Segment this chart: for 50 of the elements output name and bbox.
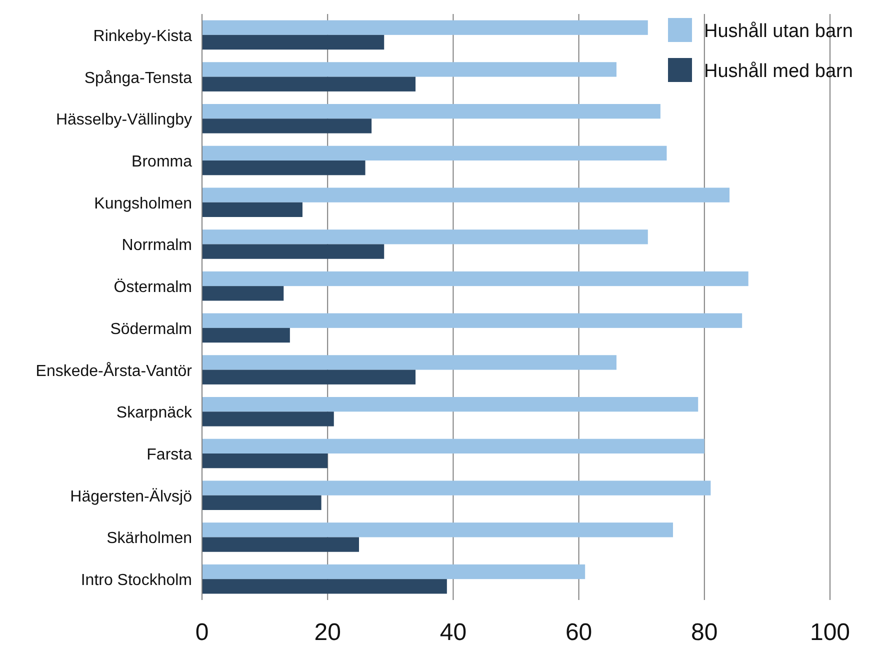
y-tick-label: Skärholmen: [106, 530, 192, 548]
bar: [202, 76, 416, 92]
y-tick-label: Skarpnäck: [116, 404, 193, 422]
bar: [202, 537, 359, 552]
legend-label: Hushåll utan barn: [704, 21, 853, 42]
x-tick-label: 100: [810, 619, 850, 646]
y-tick-label: Spånga-Tensta: [84, 70, 192, 87]
x-tick-label: 20: [314, 619, 341, 646]
y-tick-label: Bromma: [132, 154, 192, 170]
bar: [202, 34, 384, 50]
bar: [202, 396, 698, 412]
bar: [202, 146, 667, 160]
bar: [202, 104, 660, 119]
bar: [202, 244, 384, 259]
bar: [202, 230, 648, 244]
y-tick-label: Farsta: [146, 446, 192, 464]
bar: [202, 495, 322, 510]
bar: [202, 328, 290, 343]
x-tick-label: 40: [440, 619, 467, 646]
bar: [202, 579, 447, 594]
bar: [202, 313, 742, 328]
bar: [202, 564, 586, 580]
x-tick-label: 0: [195, 619, 209, 646]
bar: [202, 62, 616, 77]
bar: [202, 202, 302, 218]
legend-label: Hushåll med barn: [704, 61, 853, 82]
y-tick-label: Östermalm: [114, 278, 192, 296]
bar: [202, 412, 334, 426]
bar: [202, 355, 616, 370]
y-tick-label: Kungsholmen: [94, 195, 192, 212]
bar: [202, 480, 711, 496]
bar: [202, 271, 748, 286]
y-tick-label: Rinkeby-Kista: [93, 28, 192, 45]
bar: [202, 188, 730, 202]
y-tick-label: Södermalm: [110, 320, 192, 338]
y-tick-label: Intro Stockholm: [80, 572, 192, 590]
x-tick-label: 60: [565, 619, 592, 646]
y-tick-label: Norrmalm: [122, 237, 192, 254]
y-tick-label: Hägersten-Älvsjö: [70, 487, 192, 506]
bar: [202, 438, 704, 454]
bar: [202, 454, 328, 468]
y-tick-label: Enskede-Årsta-Vantör: [36, 362, 193, 380]
bar: [202, 118, 372, 134]
y-tick-label: Hässelby-Vällingby: [56, 112, 192, 129]
bar: [202, 522, 673, 538]
bar: [202, 160, 366, 176]
bar: [202, 370, 416, 384]
bar: [202, 286, 284, 301]
bar: [202, 20, 648, 35]
x-tick-label: 80: [691, 619, 718, 646]
